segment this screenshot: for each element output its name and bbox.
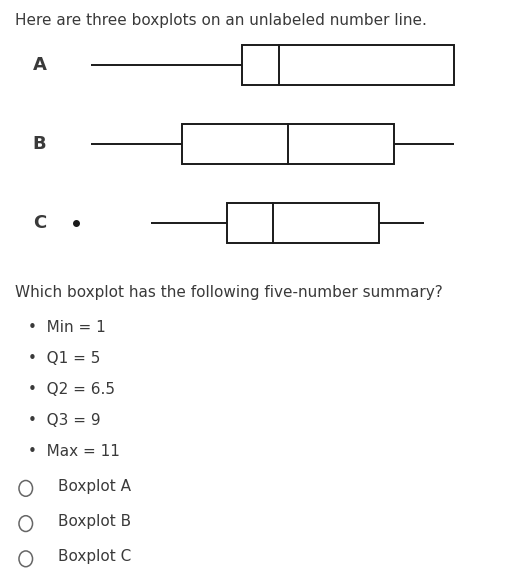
Text: C: C [33,214,46,232]
Text: •  Q1 = 5: • Q1 = 5 [28,351,100,366]
Bar [242,45,454,85]
Bar [227,203,379,242]
Text: Here are three boxplots on an unlabeled number line.: Here are three boxplots on an unlabeled … [15,13,427,28]
Text: •  Q3 = 9: • Q3 = 9 [28,413,100,429]
Text: A: A [32,56,46,74]
Text: •  Q2 = 6.5: • Q2 = 6.5 [28,382,115,397]
Text: Which boxplot has the following five-number summary?: Which boxplot has the following five-num… [15,285,443,300]
Text: Boxplot B: Boxplot B [58,514,131,529]
Bar [182,124,394,164]
Text: •  Min = 1: • Min = 1 [28,320,106,335]
Text: Boxplot A: Boxplot A [58,478,131,494]
Text: B: B [33,135,46,153]
Text: Boxplot C: Boxplot C [58,549,131,564]
Text: •  Max = 11: • Max = 11 [28,444,120,460]
